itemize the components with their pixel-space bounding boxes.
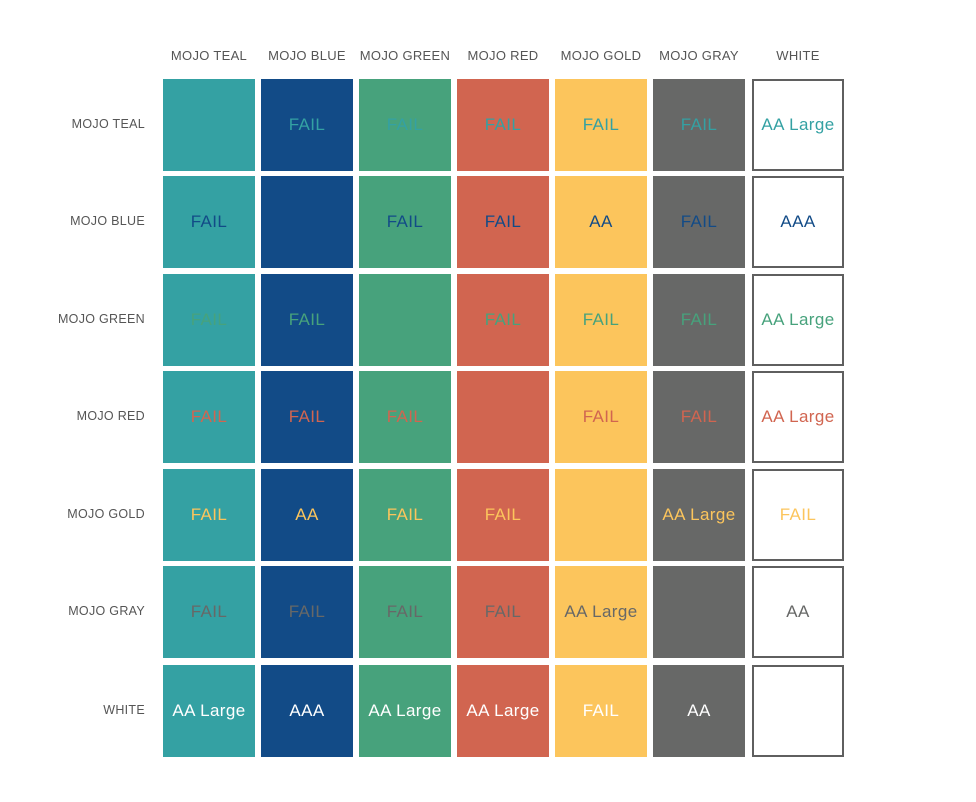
contrast-cell-mojo-teal-on-mojo-gold: FAIL <box>555 79 647 171</box>
contrast-cell-mojo-blue-on-white: AAA <box>752 176 844 268</box>
row-header-mojo-green: MOJO GREEN <box>57 312 145 326</box>
contrast-cell-white-on-mojo-gray: AA <box>653 665 745 757</box>
contrast-cell-mojo-green-on-mojo-gray: FAIL <box>653 274 745 366</box>
contrast-cell-white-on-mojo-blue: AAA <box>261 665 353 757</box>
contrast-cell-mojo-gray-on-mojo-gold: AA Large <box>555 566 647 658</box>
contrast-cell-mojo-red-on-mojo-teal: FAIL <box>163 371 255 463</box>
contrast-cell-mojo-blue-on-mojo-teal: FAIL <box>163 176 255 268</box>
contrast-cell-mojo-blue-on-mojo-green: FAIL <box>359 176 451 268</box>
contrast-cell-mojo-teal-on-mojo-red: FAIL <box>457 79 549 171</box>
contrast-cell-mojo-teal-on-mojo-teal <box>163 79 255 171</box>
contrast-cell-mojo-gray-on-mojo-green: FAIL <box>359 566 451 658</box>
contrast-cell-mojo-gray-on-mojo-teal: FAIL <box>163 566 255 658</box>
row-header-white: WHITE <box>103 703 145 717</box>
contrast-cell-mojo-green-on-mojo-red: FAIL <box>457 274 549 366</box>
row-header-mojo-gold: MOJO GOLD <box>67 507 145 521</box>
contrast-cell-white-on-mojo-gold: FAIL <box>555 665 647 757</box>
contrast-cell-mojo-green-on-mojo-blue: FAIL <box>261 274 353 366</box>
column-header-mojo-green: MOJO GREEN <box>359 48 451 63</box>
contrast-cell-mojo-gold-on-mojo-red: FAIL <box>457 469 549 561</box>
contrast-cell-mojo-blue-on-mojo-gold: AA <box>555 176 647 268</box>
contrast-cell-mojo-gold-on-mojo-blue: AA <box>261 469 353 561</box>
row-header-mojo-blue: MOJO BLUE <box>70 214 145 228</box>
contrast-cell-white-on-mojo-red: AA Large <box>457 665 549 757</box>
column-header-mojo-red: MOJO RED <box>467 48 539 63</box>
contrast-cell-mojo-teal-on-mojo-green: FAIL <box>359 79 451 171</box>
contrast-cell-mojo-gray-on-mojo-red: FAIL <box>457 566 549 658</box>
contrast-cell-mojo-red-on-white: AA Large <box>752 371 844 463</box>
contrast-cell-mojo-blue-on-mojo-red: FAIL <box>457 176 549 268</box>
contrast-cell-mojo-red-on-mojo-blue: FAIL <box>261 371 353 463</box>
row-header-mojo-teal: MOJO TEAL <box>71 117 145 131</box>
contrast-cell-mojo-red-on-mojo-red <box>457 371 549 463</box>
contrast-cell-mojo-green-on-mojo-green <box>359 274 451 366</box>
column-header-mojo-blue: MOJO BLUE <box>268 48 346 63</box>
contrast-cell-mojo-green-on-mojo-gold: FAIL <box>555 274 647 366</box>
contrast-cell-mojo-teal-on-mojo-gray: FAIL <box>653 79 745 171</box>
contrast-cell-white-on-white <box>752 665 844 757</box>
contrast-cell-mojo-gold-on-mojo-gold <box>555 469 647 561</box>
contrast-cell-mojo-gold-on-mojo-teal: FAIL <box>163 469 255 561</box>
contrast-cell-mojo-gold-on-mojo-gray: AA Large <box>653 469 745 561</box>
contrast-cell-mojo-teal-on-mojo-blue: FAIL <box>261 79 353 171</box>
contrast-cell-mojo-gray-on-mojo-gray <box>653 566 745 658</box>
column-header-mojo-gold: MOJO GOLD <box>560 48 642 63</box>
contrast-cell-white-on-mojo-green: AA Large <box>359 665 451 757</box>
contrast-cell-mojo-teal-on-white: AA Large <box>752 79 844 171</box>
contrast-cell-white-on-mojo-teal: AA Large <box>163 665 255 757</box>
row-header-mojo-red: MOJO RED <box>76 409 145 423</box>
contrast-cell-mojo-green-on-mojo-teal: FAIL <box>163 274 255 366</box>
contrast-cell-mojo-red-on-mojo-gold: FAIL <box>555 371 647 463</box>
contrast-cell-mojo-red-on-mojo-green: FAIL <box>359 371 451 463</box>
column-header-mojo-teal: MOJO TEAL <box>170 48 248 63</box>
contrast-cell-mojo-gold-on-white: FAIL <box>752 469 844 561</box>
contrast-cell-mojo-gray-on-mojo-blue: FAIL <box>261 566 353 658</box>
contrast-cell-mojo-gray-on-white: AA <box>752 566 844 658</box>
contrast-cell-mojo-blue-on-mojo-gray: FAIL <box>653 176 745 268</box>
column-header-mojo-gray: MOJO GRAY <box>659 48 739 63</box>
contrast-cell-mojo-blue-on-mojo-blue <box>261 176 353 268</box>
column-header-white: WHITE <box>776 48 820 63</box>
contrast-cell-mojo-gold-on-mojo-green: FAIL <box>359 469 451 561</box>
contrast-cell-mojo-green-on-white: AA Large <box>752 274 844 366</box>
row-header-mojo-gray: MOJO GRAY <box>68 604 145 618</box>
contrast-cell-mojo-red-on-mojo-gray: FAIL <box>653 371 745 463</box>
